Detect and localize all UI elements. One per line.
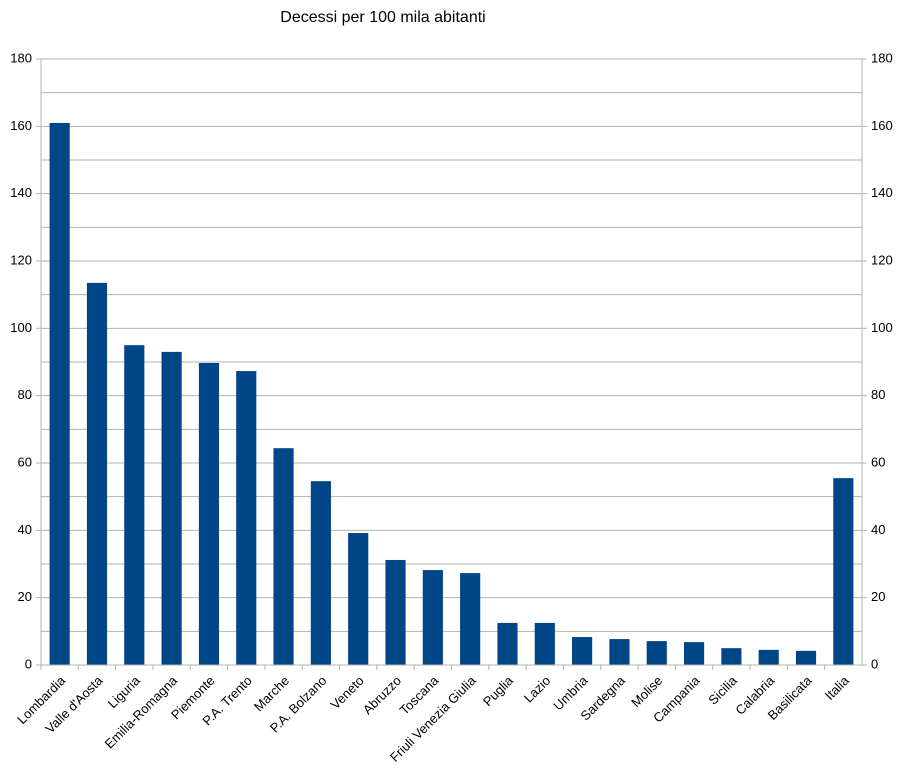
y2-tick-label: 60: [871, 454, 885, 469]
bar: [460, 573, 481, 665]
bar: [758, 649, 779, 665]
bar: [385, 559, 406, 665]
bar: [86, 282, 108, 665]
bar: [683, 642, 705, 665]
bar: [273, 448, 294, 665]
bar: [124, 345, 145, 665]
y2-tick-label: 0: [871, 656, 878, 671]
y2-tick-label: 120: [871, 252, 893, 267]
y2-tick-label: 20: [871, 589, 885, 604]
y2-tick-label: 80: [871, 387, 885, 402]
bar: [721, 648, 742, 665]
bar: [161, 351, 182, 665]
bar: [198, 363, 220, 665]
bar: [795, 650, 817, 665]
y-tick-label: 20: [18, 589, 32, 604]
bar: [609, 639, 630, 665]
y-tick-label: 180: [10, 50, 32, 65]
bar: [348, 533, 369, 665]
bar: [310, 481, 331, 665]
x-tick-label: Sicilia: [705, 672, 740, 707]
x-tick-label: Puglia: [480, 672, 517, 709]
y2-tick-label: 140: [871, 185, 893, 200]
bar: [646, 641, 667, 665]
y2-tick-label: 100: [871, 320, 893, 335]
y-tick-label: 100: [10, 320, 32, 335]
y2-tick-label: 180: [871, 50, 893, 65]
bar: [833, 478, 854, 665]
y-tick-label: 120: [10, 252, 32, 267]
y-tick-label: 80: [18, 387, 32, 402]
bar: [49, 122, 70, 665]
bar: [572, 637, 593, 665]
y2-tick-label: 40: [871, 522, 885, 537]
bar: [534, 622, 555, 665]
y-tick-label: 40: [18, 522, 32, 537]
x-tick-label: Italia: [822, 672, 853, 703]
chart-title: Decessi per 100 mila abitanti: [280, 9, 485, 26]
x-tick-label: Abruzzo: [360, 673, 404, 717]
bar: [236, 371, 257, 665]
y2-tick-label: 160: [871, 118, 893, 133]
x-tick-label: Lazio: [521, 673, 554, 706]
y-tick-label: 60: [18, 454, 32, 469]
bar: [422, 570, 443, 665]
y-tick-label: 140: [10, 185, 32, 200]
y-tick-label: 0: [25, 656, 32, 671]
bar: [497, 622, 518, 665]
y-tick-label: 160: [10, 118, 32, 133]
